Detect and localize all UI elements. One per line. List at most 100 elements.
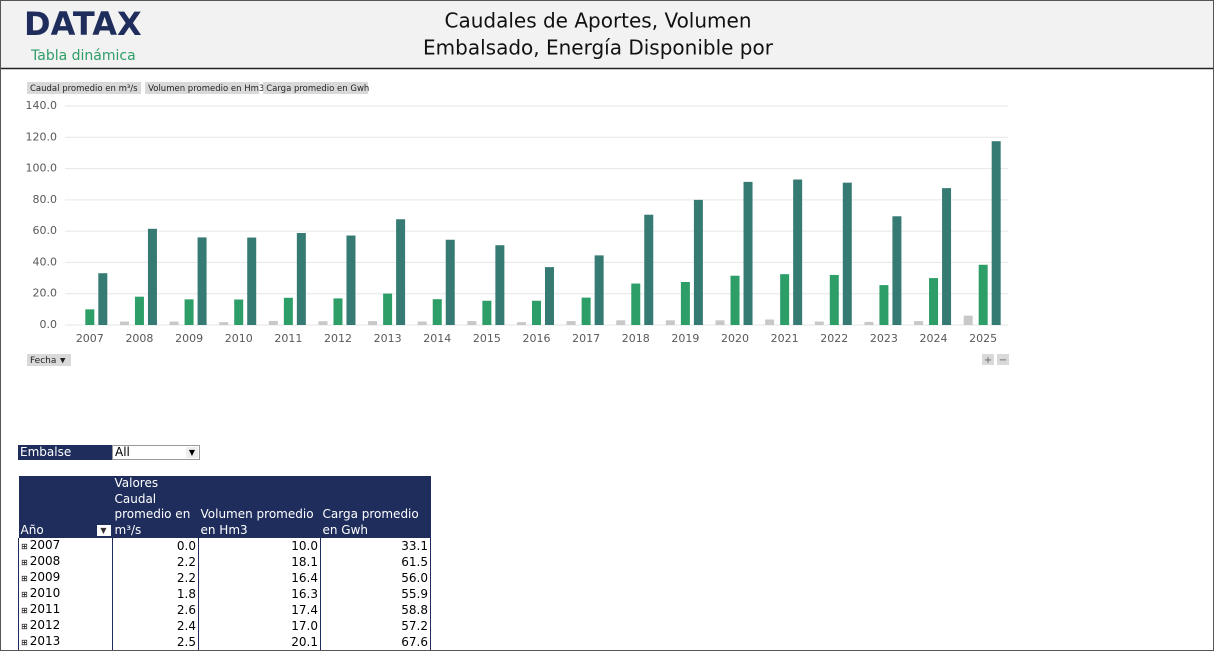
cell-value: 57.2: [401, 618, 428, 633]
cell-value: 2.5: [176, 634, 196, 649]
report-filter: Embalse All ▼: [18, 445, 200, 460]
cell-value: 55.9: [401, 586, 428, 601]
value-cell: 16.3: [198, 586, 321, 602]
cell-value: 17.4: [291, 602, 318, 617]
dropdown-arrow: ▼: [60, 357, 66, 365]
bar: [98, 273, 108, 325]
y-tick-label: 80.0: [33, 193, 58, 206]
bar: [842, 182, 852, 325]
field-button-label: Fecha: [30, 356, 56, 366]
bar: [780, 274, 790, 325]
expand-icon[interactable]: ⊞: [21, 638, 28, 647]
collapse-icon[interactable]: −: [999, 355, 1007, 366]
header-band: [0, 0, 1214, 68]
value-cell: 67.6: [320, 634, 431, 650]
bar: [730, 275, 740, 325]
bar: [963, 315, 973, 325]
x-tick-label: 2010: [225, 332, 253, 345]
row-header[interactable]: Año ▼: [18, 491, 113, 538]
bar: [914, 321, 924, 325]
bar: [445, 239, 455, 325]
filter-value[interactable]: All: [115, 445, 130, 459]
bar: [864, 321, 874, 325]
expand-icon[interactable]: ⊞: [21, 574, 28, 583]
row-label-cell: ⊞ 2011: [18, 602, 113, 618]
bar: [119, 321, 129, 325]
value-cell: 1.8: [112, 586, 199, 602]
bar: [184, 299, 194, 325]
expand-icon[interactable]: ⊞: [21, 606, 28, 615]
bar: [85, 309, 95, 325]
dropdown-arrow[interactable]: ▼: [186, 447, 198, 458]
cell-value: 20.1: [291, 634, 318, 649]
value-cell: 55.9: [320, 586, 431, 602]
bar: [247, 237, 257, 325]
x-tick-label: 2017: [572, 332, 600, 345]
y-tick-label: 0.0: [40, 318, 58, 331]
bar: [318, 321, 328, 325]
table-row: ⊞ 2013 2.5 20.1 67.6: [18, 634, 431, 650]
bar: [368, 321, 378, 325]
row-header-text: Año: [20, 522, 44, 537]
expand-button[interactable]: [982, 354, 994, 365]
value-cell: 20.1: [198, 634, 321, 650]
cell-value: 2.2: [176, 554, 196, 569]
bar: [644, 214, 654, 325]
x-tick-label: 2015: [473, 332, 501, 345]
expand-icon[interactable]: +: [984, 355, 992, 366]
column-header: Caudal promedio en m³/s: [112, 491, 199, 538]
bar: [283, 297, 293, 325]
bar: [929, 278, 939, 325]
bar: [879, 285, 889, 325]
bar: [631, 283, 641, 325]
expand-icon[interactable]: ⊞: [21, 622, 28, 631]
bar: [296, 233, 306, 325]
bar: [693, 199, 703, 325]
filter-label: Embalse: [18, 445, 112, 460]
title-line: Caudales de Aportes, Volumen: [444, 9, 751, 33]
header-cell: Valores: [112, 476, 199, 492]
x-tick-label: 2022: [820, 332, 848, 345]
dropdown-arrow[interactable]: ▼: [96, 524, 111, 536]
value-cell: 2.6: [112, 602, 199, 618]
bar: [432, 299, 442, 325]
bar: [978, 264, 988, 325]
cell-value: 10.0: [291, 538, 318, 553]
row-label: 2012: [29, 618, 61, 632]
table-row: ⊞ 2009 2.2 16.4 56.0: [18, 570, 431, 586]
field-button[interactable]: [27, 354, 71, 366]
bar: [715, 320, 725, 325]
bar: [268, 320, 278, 325]
bar: [814, 321, 824, 325]
y-tick-label: 140.0: [26, 99, 58, 112]
bar: [581, 297, 591, 325]
collapse-button[interactable]: [997, 354, 1009, 365]
bar: [892, 216, 902, 325]
expand-icon[interactable]: ⊞: [21, 542, 28, 551]
x-tick-label: 2025: [969, 332, 997, 345]
bar: [417, 321, 427, 325]
filter-dropdown[interactable]: All ▼: [112, 445, 200, 460]
bar: [495, 245, 505, 325]
bar: [665, 320, 675, 325]
header-cell: [18, 476, 113, 492]
y-tick-label: 60.0: [33, 224, 58, 237]
row-label-cell: ⊞ 2008: [18, 554, 113, 570]
value-cell: 61.5: [320, 554, 431, 570]
x-tick-label: 2019: [671, 332, 699, 345]
column-header: Carga promedio en Gwh: [320, 491, 431, 538]
row-label: 2007: [29, 538, 61, 552]
x-tick-label: 2009: [175, 332, 203, 345]
row-label: 2011: [29, 602, 61, 616]
expand-icon[interactable]: ⊞: [21, 558, 28, 567]
table-row: ⊞ 2007 0.0 10.0 33.1: [18, 538, 431, 554]
y-tick-label: 20.0: [33, 287, 58, 300]
header-cell: [320, 476, 431, 492]
expand-icon[interactable]: ⊞: [21, 590, 28, 599]
x-tick-label: 2024: [920, 332, 948, 345]
cell-value: 16.4: [291, 570, 318, 585]
bar: [743, 181, 753, 325]
bar: [147, 228, 157, 325]
table-row: ⊞ 2012 2.4 17.0 57.2: [18, 618, 431, 634]
table-row: ⊞ 2011 2.6 17.4 58.8: [18, 602, 431, 618]
